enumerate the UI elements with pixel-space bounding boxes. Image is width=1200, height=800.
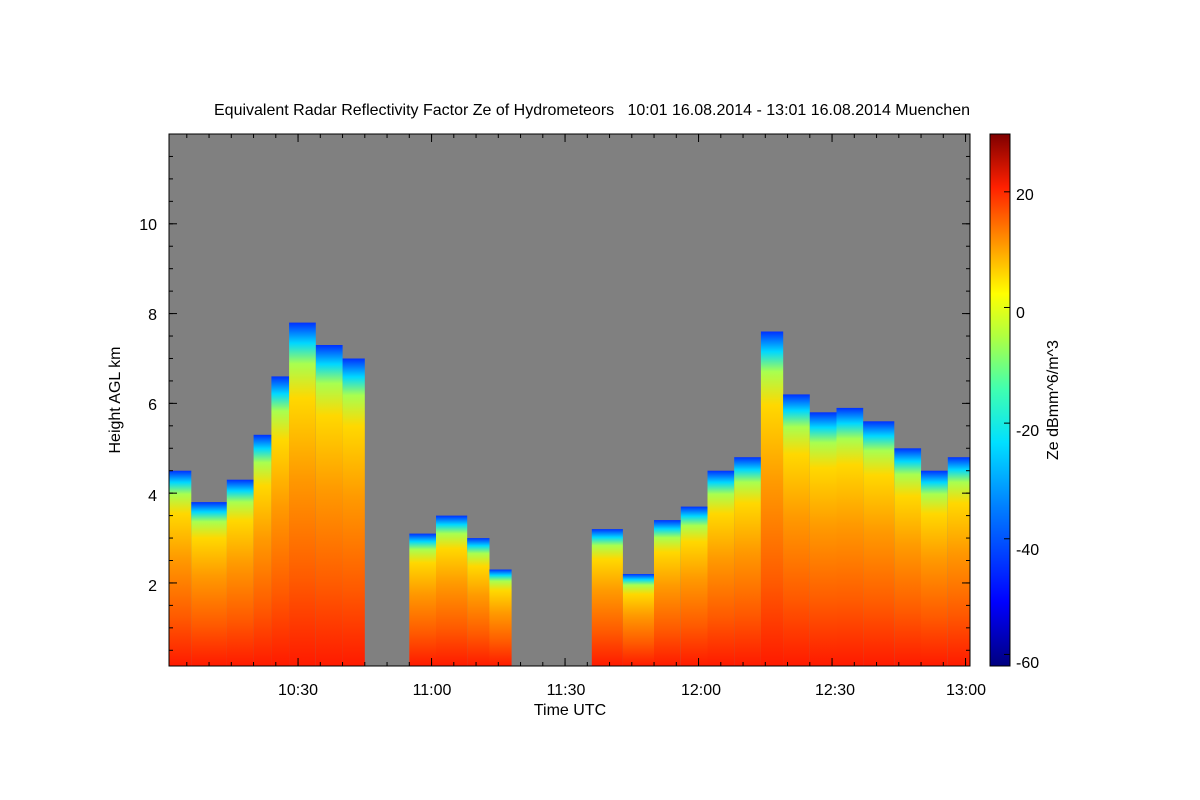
echo-column [894, 448, 922, 666]
colorbar-tick-label: 20 [1016, 187, 1034, 204]
colorbar-scale [989, 133, 1011, 667]
colorbar-tick-label: -20 [1016, 423, 1039, 440]
colorbar-label: Ze dBmm^6/m^3 [1045, 340, 1062, 460]
echo-column [226, 479, 254, 666]
x-tick-label: 10:30 [278, 682, 318, 699]
echo-column [863, 421, 895, 666]
x-tick-label: 11:30 [547, 682, 586, 699]
x-axis-label: Time UTC [534, 702, 606, 719]
y-tick-label: 4 [148, 488, 157, 505]
colorbar-tick-label: -40 [1016, 542, 1039, 559]
echo-column [436, 515, 468, 666]
y-axis-label: Height AGL km [107, 346, 124, 453]
y-axis: 2 4 6 8 10 Height AGL km [107, 133, 970, 651]
echo-layer [169, 322, 970, 666]
echo-column [809, 412, 837, 666]
x-tick-label: 12:00 [681, 682, 721, 699]
echo-column [289, 322, 316, 666]
colorbar-tick-label: 0 [1016, 305, 1025, 322]
colorbar-tick-label: -60 [1016, 655, 1039, 672]
echo-column [467, 538, 490, 666]
echo-column [409, 533, 436, 666]
echo-column [271, 376, 290, 666]
y-tick-label: 2 [148, 578, 157, 595]
echo-column [734, 457, 761, 666]
chart-title: Equivalent Radar Reflectivity Factor Ze … [214, 102, 970, 119]
echo-column [489, 569, 512, 666]
echo-column [783, 394, 810, 666]
x-tick-label: 12:30 [815, 682, 855, 699]
echo-column [921, 470, 948, 666]
echo-column [836, 407, 864, 666]
echo-column [680, 506, 708, 666]
x-axis: 10:30 11:00 11:30 12:00 12:30 13:00 Time… [186, 134, 986, 719]
colorbar: 20 0 -20 -40 -60 Ze dBmm^6/m^3 [989, 133, 1062, 672]
echo-column [707, 470, 735, 666]
plot-area [168, 133, 971, 667]
echo-column [169, 470, 192, 666]
x-tick-label: 13:00 [946, 682, 986, 699]
echo-column [622, 574, 654, 666]
plot-frame [168, 133, 971, 667]
y-tick-label: 6 [148, 397, 157, 414]
echo-column [591, 529, 623, 666]
echo-column [191, 502, 227, 666]
echo-column [947, 457, 970, 666]
x-tick-label: 11:00 [413, 682, 452, 699]
echo-column [654, 520, 681, 666]
echo-column [760, 331, 784, 666]
y-tick-label: 8 [148, 307, 157, 324]
y-tick-label: 10 [139, 217, 157, 234]
echo-column [342, 358, 365, 666]
echo-column [315, 345, 343, 666]
echo-column [253, 434, 272, 666]
